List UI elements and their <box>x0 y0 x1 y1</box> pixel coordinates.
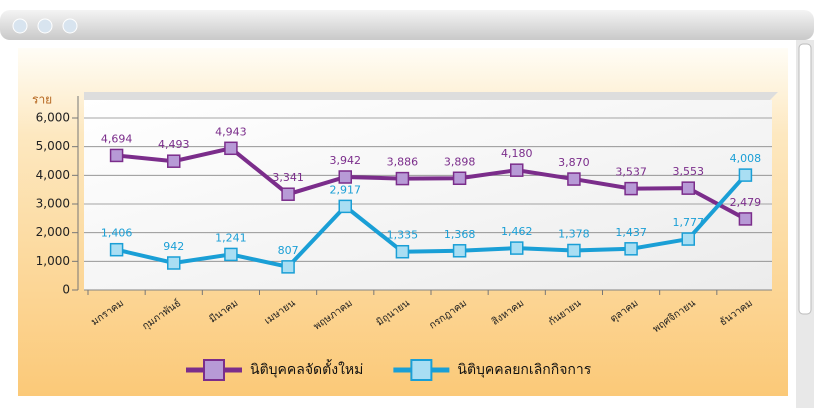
point-marker <box>395 244 410 259</box>
data-label: 4,180 <box>501 147 533 160</box>
data-label: 1,368 <box>444 228 476 241</box>
data-label: 1,437 <box>615 226 647 239</box>
point-marker <box>338 199 352 214</box>
y-tick-label: 4,000 <box>36 168 70 182</box>
point-marker <box>681 181 695 195</box>
series-line <box>116 146 747 221</box>
point-marker <box>109 148 124 163</box>
point-marker <box>510 241 524 255</box>
point-marker <box>167 154 181 168</box>
data-label: 942 <box>163 240 184 253</box>
legend-marker <box>410 359 433 381</box>
data-label: 4,493 <box>158 138 190 151</box>
y-tick-label: 2,000 <box>36 225 70 239</box>
point-marker <box>738 212 753 226</box>
y-tick-label: 6,000 <box>36 111 70 125</box>
data-label: 807 <box>278 244 299 257</box>
point-marker <box>224 247 238 262</box>
data-label: 3,341 <box>272 171 304 184</box>
point-marker <box>167 256 181 270</box>
data-label: 1,378 <box>558 227 590 240</box>
data-label: 1,335 <box>387 229 419 242</box>
point-marker <box>738 168 753 182</box>
point-marker <box>452 171 467 186</box>
point-marker <box>281 187 295 201</box>
window-button[interactable] <box>37 18 53 34</box>
point-marker <box>224 141 238 156</box>
point-marker <box>567 243 581 258</box>
point-marker <box>395 171 410 186</box>
point-marker <box>338 170 352 184</box>
point-marker <box>452 244 467 258</box>
point-marker <box>624 242 638 256</box>
window-button[interactable] <box>62 18 78 34</box>
point-marker <box>109 242 124 257</box>
point-marker <box>281 260 295 274</box>
data-label: 1,406 <box>101 227 133 240</box>
plot-top <box>84 92 778 100</box>
data-label: 4,008 <box>730 152 762 165</box>
scroll-thumb[interactable] <box>798 43 812 315</box>
data-label: 1,241 <box>215 231 247 244</box>
point-marker <box>624 181 638 196</box>
data-label: 4,943 <box>215 125 247 138</box>
y-tick-label: 1,000 <box>36 254 70 268</box>
legend-marker <box>203 359 225 381</box>
series-line <box>116 173 747 270</box>
data-label: 3,898 <box>444 155 476 168</box>
point-marker <box>510 163 524 177</box>
point-marker <box>681 232 695 246</box>
y-tick-label: 0 <box>62 283 70 297</box>
data-label: 4,694 <box>101 132 133 145</box>
y-axis-label: ราย <box>32 93 52 107</box>
data-label: 3,942 <box>330 154 362 167</box>
point-marker <box>567 172 581 186</box>
window-button[interactable] <box>12 18 28 34</box>
data-label: 3,870 <box>558 156 590 169</box>
data-label: 3,553 <box>673 165 705 178</box>
y-tick-label: 5,000 <box>36 139 70 153</box>
data-label: 3,537 <box>615 166 647 179</box>
data-label: 1,462 <box>501 225 533 238</box>
legend-label: นิติบุคคลจัดตั้งใหม่ <box>250 359 363 378</box>
data-label: 3,886 <box>387 156 419 169</box>
title-bar <box>0 10 814 40</box>
data-label: 1,777 <box>673 216 705 229</box>
data-label: 2,479 <box>730 196 762 209</box>
y-tick-label: 3,000 <box>36 197 70 211</box>
data-label: 2,917 <box>330 183 362 196</box>
legend-label: นิติบุคคลยกเลิกกิจการ <box>457 362 591 378</box>
